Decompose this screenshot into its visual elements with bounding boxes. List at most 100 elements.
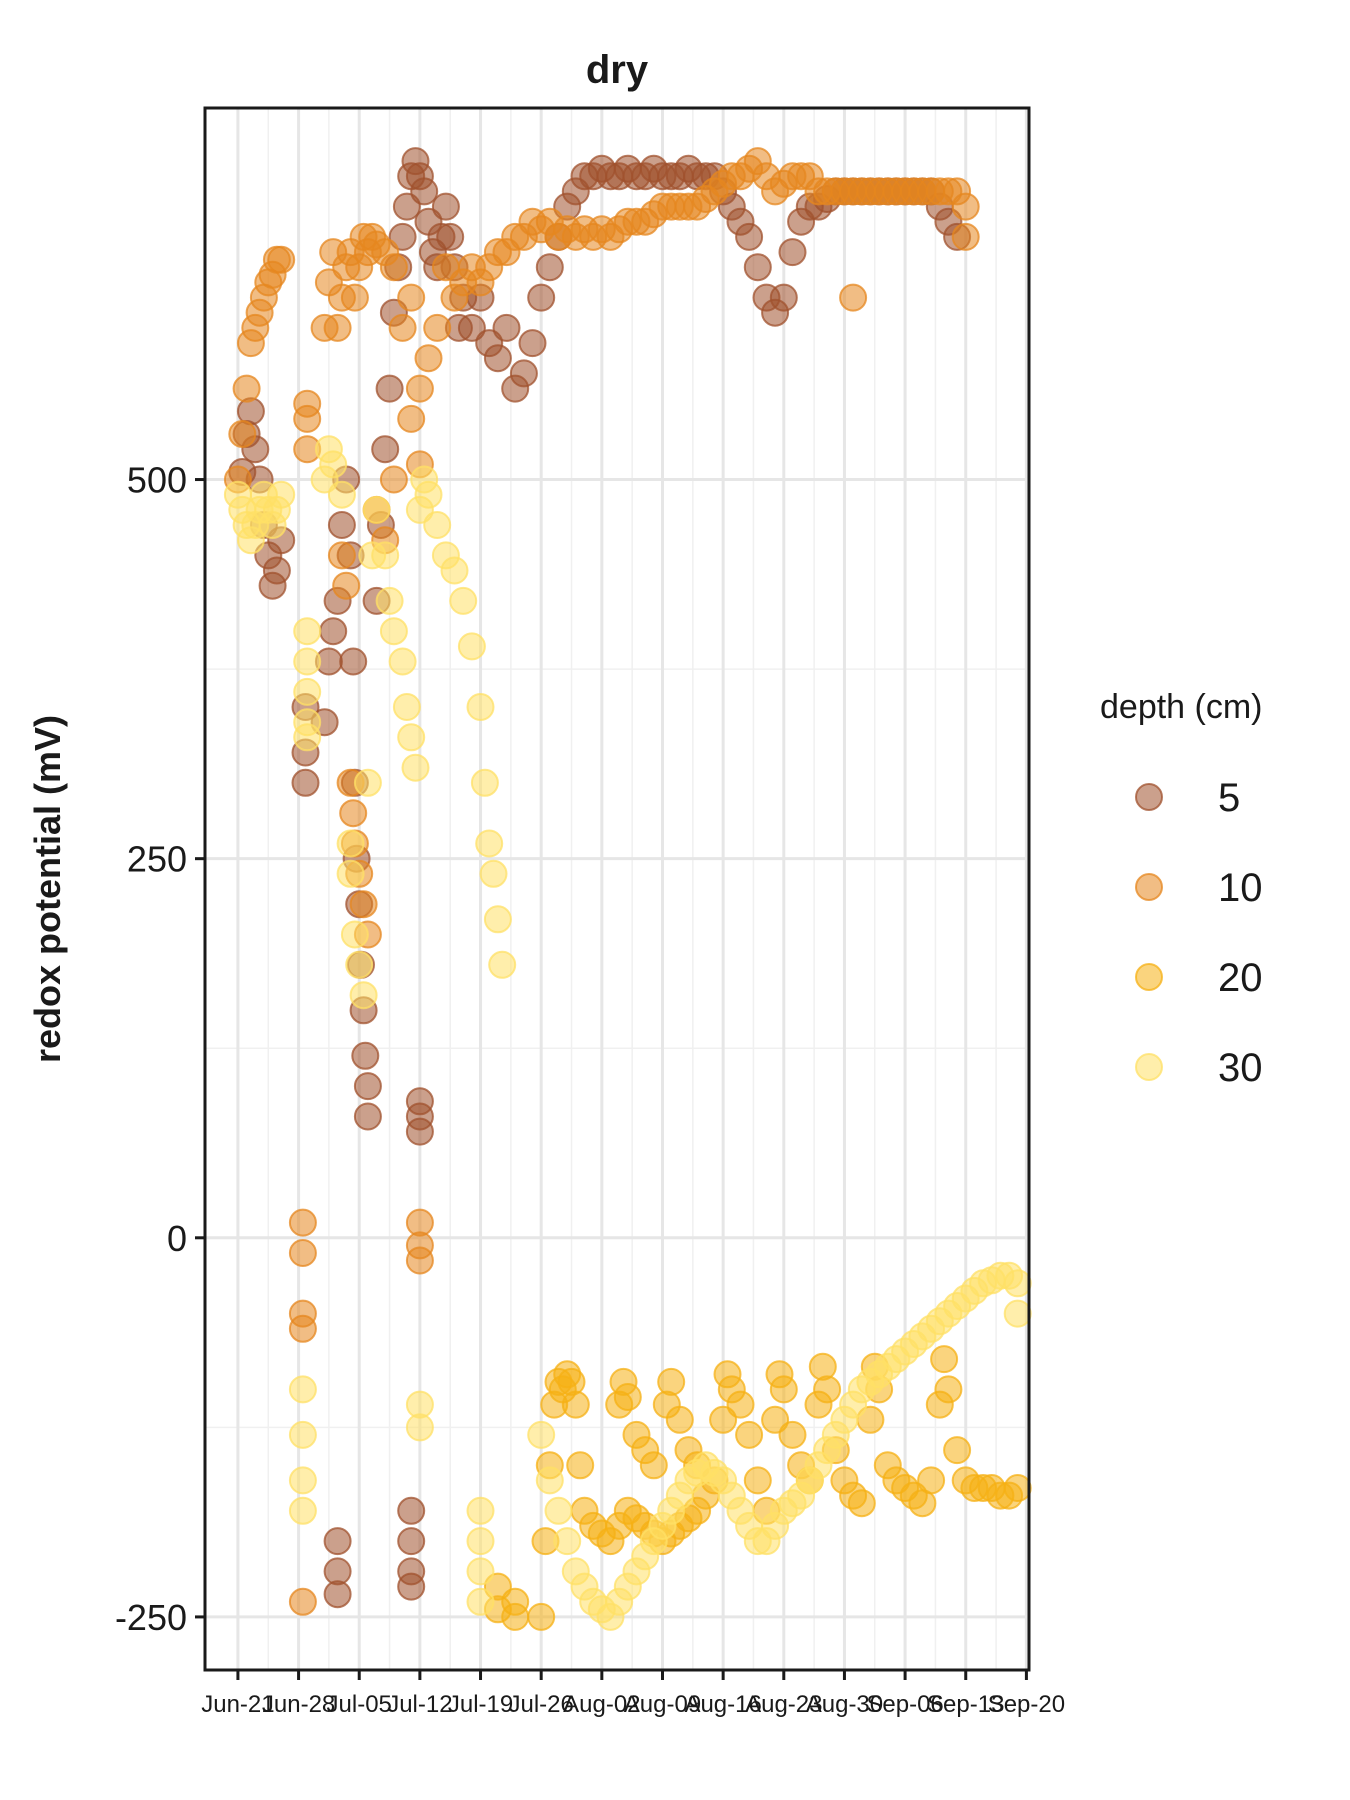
data-point <box>778 238 807 267</box>
plot-border <box>203 106 1031 1672</box>
points-layer <box>223 147 1032 1631</box>
data-point <box>527 1602 556 1631</box>
data-point <box>379 465 408 494</box>
data-point <box>557 1367 586 1396</box>
data-point <box>735 222 764 251</box>
legend-entry-20: 20 <box>1135 956 1263 1000</box>
data-point <box>440 556 469 585</box>
data-point <box>466 1587 495 1616</box>
data-point <box>839 283 868 312</box>
data-point <box>431 192 460 221</box>
x-tick-label: Jul-05 <box>327 1691 392 1718</box>
data-point <box>466 1557 495 1586</box>
data-point <box>232 374 261 403</box>
data-point <box>951 222 980 251</box>
data-point <box>371 435 400 464</box>
data-point <box>527 283 556 312</box>
data-point <box>293 723 322 752</box>
data-point <box>934 1375 963 1404</box>
data-point <box>535 253 564 282</box>
legend-entries: 5 10 20 30 <box>1135 776 1263 1090</box>
data-point <box>483 344 512 373</box>
data-point <box>353 1072 382 1101</box>
data-point <box>410 177 439 206</box>
data-point <box>323 313 352 342</box>
chart-title: dry <box>586 48 649 92</box>
legend-label: 5 <box>1218 776 1240 820</box>
data-point <box>665 1405 694 1434</box>
data-point <box>479 859 508 888</box>
data-point <box>743 1466 772 1495</box>
x-tick-label: Aug-30 <box>806 1691 883 1718</box>
x-tick-label: Aug-09 <box>624 1691 701 1718</box>
data-point <box>323 1527 352 1556</box>
x-axis: Jun-21Jun-28Jul-05Jul-12Jul-19Jul-26Aug-… <box>201 1670 1065 1718</box>
data-point <box>345 950 374 979</box>
data-point <box>414 344 443 373</box>
data-point <box>288 1587 317 1616</box>
data-point <box>293 617 322 646</box>
x-tick-label: Sep-20 <box>988 1691 1065 1718</box>
data-point <box>475 829 504 858</box>
data-point <box>388 313 417 342</box>
data-point <box>267 245 296 274</box>
data-point <box>353 1102 382 1131</box>
data-point <box>813 1375 842 1404</box>
data-point <box>930 1345 959 1374</box>
x-tick-label: Sep-13 <box>927 1691 1004 1718</box>
data-point <box>349 890 378 919</box>
data-point <box>566 1451 595 1480</box>
data-point <box>339 799 368 828</box>
x-tick-label: Jun-21 <box>201 1691 274 1718</box>
data-point <box>392 693 421 721</box>
data-point <box>293 677 322 706</box>
data-point <box>847 1489 876 1518</box>
data-point <box>1003 1269 1032 1298</box>
data-point <box>436 222 465 251</box>
data-point <box>349 981 378 1010</box>
data-point <box>353 768 382 797</box>
data-point <box>351 1041 380 1070</box>
data-point <box>561 1390 590 1419</box>
data-point <box>288 1420 317 1449</box>
data-point <box>397 723 426 752</box>
data-point <box>379 617 408 646</box>
data-point <box>323 1580 352 1609</box>
x-tick-label: Jul-26 <box>508 1691 573 1718</box>
data-point <box>808 1352 837 1381</box>
data-point <box>327 511 356 539</box>
y-axis-label: redox potential (mV) <box>27 715 68 1063</box>
legend-entry-30: 30 <box>1135 1046 1263 1090</box>
data-point <box>288 1375 317 1404</box>
data-point <box>401 753 430 782</box>
data-point <box>340 283 369 312</box>
data-point <box>1003 1299 1032 1328</box>
data-point <box>657 1367 686 1396</box>
legend-swatch <box>1135 963 1163 991</box>
legend-title: depth (cm) <box>1100 688 1263 726</box>
data-point <box>639 1451 668 1480</box>
y-tick-label: 250 <box>127 839 187 880</box>
x-tick-label: Jul-19 <box>448 1691 513 1718</box>
data-point <box>397 404 426 433</box>
data-point <box>501 1602 530 1631</box>
grid-layer <box>205 108 1029 1670</box>
data-point <box>397 1572 426 1601</box>
data-point <box>288 1496 317 1525</box>
legend-label: 20 <box>1218 956 1263 1000</box>
data-point <box>951 192 980 221</box>
data-point <box>527 1420 556 1449</box>
data-point <box>375 586 404 615</box>
data-point <box>397 1527 426 1556</box>
data-point <box>362 495 391 524</box>
legend-entry-10: 10 <box>1135 866 1263 910</box>
data-point <box>405 1413 434 1442</box>
data-point <box>613 1383 642 1411</box>
data-point <box>470 768 499 797</box>
data-point <box>327 541 356 570</box>
data-point <box>319 450 348 479</box>
series-30-cm <box>223 435 1032 1631</box>
data-point <box>726 1390 755 1419</box>
y-tick-label: 0 <box>167 1218 187 1259</box>
x-tick-label: Jul-12 <box>387 1691 452 1718</box>
